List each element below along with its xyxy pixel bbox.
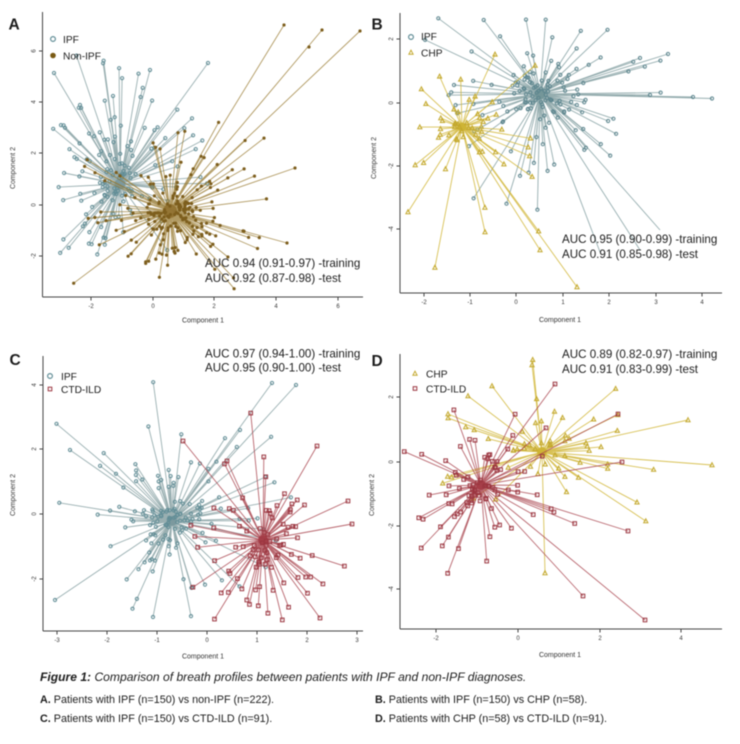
svg-text:2: 2 [32,447,38,451]
svg-text:0: 0 [389,101,395,105]
svg-text:Component 2: Component 2 [10,474,17,516]
svg-text:Component 1: Component 1 [539,652,581,659]
svg-text:B. Patients with IPF (n=150) v: B. Patients with IPF (n=150) vs CHP (n=5… [375,694,587,706]
svg-text:-4: -4 [389,226,395,232]
svg-text:AUC 0.95 (0.90-0.99) -trainin: AUC 0.95 (0.90-0.99) -training [562,233,717,246]
svg-text:CHP: CHP [421,49,443,60]
svg-text:4: 4 [32,383,38,387]
svg-text:AUC 0.95 (0.90-1.00) -test: AUC 0.95 (0.90-1.00) -test [205,362,342,375]
svg-text:-2: -2 [104,638,110,644]
svg-text:-1: -1 [467,300,473,306]
svg-text:1: 1 [561,300,565,306]
svg-text:4: 4 [32,100,38,104]
svg-text:IPF: IPF [61,372,77,383]
svg-text:4: 4 [700,300,704,306]
svg-text:AUC 0.94 (0.91-0.97) -trainin: AUC 0.94 (0.91-0.97) -training [205,257,360,270]
svg-text:2: 2 [32,151,38,155]
svg-text:2: 2 [212,304,216,310]
svg-text:0: 0 [514,300,518,306]
svg-text:CHP: CHP [426,370,448,381]
svg-text:2: 2 [598,636,602,642]
svg-text:D: D [372,353,383,370]
svg-text:Component 1: Component 1 [539,317,581,324]
svg-text:-2: -2 [389,523,395,529]
svg-text:AUC 0.91 (0.85-0.98) -test: AUC 0.91 (0.85-0.98) -test [562,248,699,261]
svg-text:2: 2 [607,300,611,306]
svg-text:-3: -3 [54,638,60,644]
svg-text:2: 2 [389,395,395,399]
svg-text:2: 2 [305,638,309,644]
svg-text:CTD-ILD: CTD-ILD [61,385,101,396]
svg-text:-2: -2 [32,253,38,259]
svg-text:Component 2: Component 2 [371,137,378,179]
svg-text:Component 2: Component 2 [369,474,376,516]
svg-text:A. Patients with IPF (n=150) v: A. Patients with IPF (n=150) vs non-IPF … [40,694,274,706]
svg-text:AUC 0.91 (0.83-0.99) -test: AUC 0.91 (0.83-0.99) -test [562,363,699,376]
svg-text:Non-IPF: Non-IPF [63,52,101,63]
svg-text:AUC 0.97 (0.94-1.00) -trainin: AUC 0.97 (0.94-1.00) -training [205,348,360,361]
svg-text:-2: -2 [421,300,427,306]
svg-text:-2: -2 [389,163,395,169]
svg-text:1: 1 [255,638,259,644]
svg-text:0: 0 [205,638,209,644]
svg-text:4: 4 [274,304,278,310]
svg-text:-4: -4 [389,586,395,592]
svg-text:Component 1: Component 1 [182,654,224,661]
svg-text:IPF: IPF [421,32,437,43]
svg-text:2: 2 [389,37,395,41]
svg-text:B: B [372,17,383,34]
svg-text:0: 0 [389,460,395,464]
svg-text:0: 0 [32,512,38,516]
svg-text:CTD-ILD: CTD-ILD [426,385,466,396]
svg-text:0: 0 [151,304,155,310]
svg-text:4: 4 [679,636,683,642]
svg-text:A: A [9,17,20,34]
svg-text:AUC 0.92 (0.87-0.98) -test: AUC 0.92 (0.87-0.98) -test [205,272,342,285]
svg-text:Figure 1: Comparison of breath: Figure 1: Comparison of breath profiles … [40,670,526,684]
svg-text:AUC 0.89 (0.82-0.97) -trainin: AUC 0.89 (0.82-0.97) -training [562,348,717,361]
svg-text:0: 0 [32,203,38,207]
svg-text:Component 2: Component 2 [10,147,17,189]
svg-text:6: 6 [336,304,340,310]
svg-text:-2: -2 [88,304,94,310]
svg-text:IPF: IPF [63,35,79,46]
svg-text:3: 3 [654,300,658,306]
svg-text:-2: -2 [433,636,439,642]
svg-text:C: C [10,352,21,369]
svg-text:C. Patients with IPF (n=150) v: C. Patients with IPF (n=150) vs CTD-ILD … [40,713,272,725]
svg-text:-2: -2 [32,576,38,582]
svg-text:3: 3 [355,638,359,644]
svg-text:6: 6 [32,49,38,53]
svg-text:0: 0 [516,636,520,642]
svg-text:D. Patients with CHP (n=58) vs: D. Patients with CHP (n=58) vs CTD-ILD (… [375,713,607,725]
svg-text:-1: -1 [154,638,160,644]
svg-text:Component 1: Component 1 [182,318,224,325]
